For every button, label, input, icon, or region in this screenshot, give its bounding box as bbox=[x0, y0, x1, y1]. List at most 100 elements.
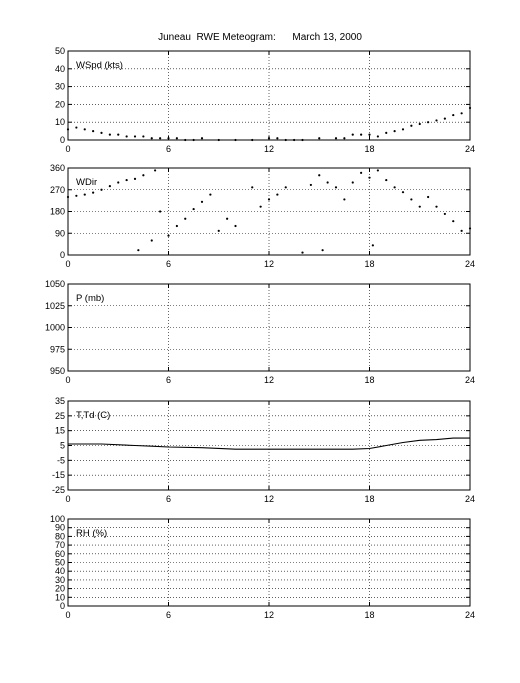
pressure-ytick-label: 1025 bbox=[45, 301, 65, 311]
temp-ytick-label: 25 bbox=[55, 411, 65, 421]
wspd-point bbox=[142, 135, 145, 138]
wdir-point bbox=[284, 186, 287, 189]
wdir-point bbox=[267, 198, 271, 201]
wspd-point bbox=[385, 131, 388, 134]
wspd-xtick-label: 12 bbox=[264, 144, 274, 154]
pressure-ytick-label: 975 bbox=[50, 344, 65, 354]
wdir-panel: 0 6 12 18 24 0 90 180 270 360 WDir bbox=[50, 163, 475, 269]
wspd-point bbox=[276, 137, 279, 140]
wspd-point bbox=[301, 138, 304, 142]
wspd-ytick-label: 10 bbox=[55, 117, 65, 127]
wdir-ytick-label: 0 bbox=[60, 250, 65, 260]
wspd-point bbox=[351, 133, 354, 136]
wdir-point bbox=[125, 178, 128, 182]
wspd-point bbox=[318, 137, 321, 140]
temp-panel-label: T,Td (C) bbox=[76, 410, 110, 421]
wspd-point bbox=[150, 137, 153, 140]
temp-panel: 0 6 12 18 24 -25 -15 -5 5 15 25 35 T,Td (C) bbox=[52, 396, 475, 504]
rh-xtick-label: 6 bbox=[166, 610, 171, 620]
wspd-point bbox=[401, 128, 405, 131]
wdir-xtick-label: 6 bbox=[166, 259, 171, 269]
wdir-point bbox=[385, 178, 388, 182]
rh-xtick-label: 24 bbox=[465, 610, 475, 620]
temp-xtick-label: 18 bbox=[364, 494, 374, 504]
temp-ytick-label: 15 bbox=[55, 426, 65, 436]
wdir-point bbox=[175, 224, 178, 228]
wdir-point bbox=[117, 181, 120, 184]
wspd-point bbox=[200, 137, 204, 140]
wspd-point bbox=[217, 138, 220, 142]
pressure-ytick-label: 1000 bbox=[45, 323, 65, 333]
rh-xtick-label: 0 bbox=[65, 610, 70, 620]
wspd-point bbox=[334, 137, 338, 140]
wspd-point bbox=[184, 138, 187, 142]
wdir-point bbox=[209, 193, 212, 196]
rh-ytick-label: 0 bbox=[60, 601, 65, 611]
wspd-xtick-label: 6 bbox=[166, 144, 171, 154]
rh-ytick-label: 20 bbox=[55, 584, 65, 594]
wspd-point bbox=[435, 119, 438, 122]
wdir-point bbox=[418, 205, 421, 208]
wdir-panel-label: WDir bbox=[76, 177, 97, 188]
pressure-panel-label: P (mb) bbox=[76, 293, 104, 304]
wspd-point bbox=[117, 133, 120, 136]
rh-ytick-label: 60 bbox=[55, 549, 65, 559]
wdir-point bbox=[251, 186, 254, 189]
wdir-point bbox=[200, 200, 204, 203]
rh-ytick-label: 90 bbox=[55, 523, 65, 533]
wspd-point bbox=[192, 138, 195, 142]
rh-ytick-label: 80 bbox=[55, 531, 65, 541]
wdir-point bbox=[259, 205, 262, 208]
wdir-point bbox=[142, 174, 145, 177]
temp-ytick-label: -25 bbox=[52, 485, 65, 495]
wspd-point bbox=[468, 106, 472, 110]
rh-ytick-label: 50 bbox=[55, 558, 65, 568]
wspd-point bbox=[284, 138, 287, 142]
rh-ytick-label: 10 bbox=[55, 592, 65, 602]
wdir-point bbox=[368, 176, 371, 179]
wdir-point bbox=[321, 249, 324, 252]
wdir-point bbox=[108, 185, 111, 188]
pressure-xtick-label: 12 bbox=[264, 375, 274, 385]
wspd-point bbox=[376, 135, 379, 138]
wspd-point bbox=[360, 133, 363, 136]
wspd-point bbox=[343, 137, 346, 140]
wdir-point bbox=[427, 195, 430, 199]
wspd-point bbox=[234, 138, 237, 142]
wspd-point bbox=[66, 128, 70, 131]
pressure-xtick-label: 24 bbox=[465, 375, 475, 385]
wdir-point bbox=[154, 169, 157, 172]
pressure-xtick-label: 6 bbox=[166, 375, 171, 385]
wdir-point bbox=[150, 239, 153, 242]
wspd-panel-label: WSpd (kts) bbox=[76, 60, 123, 71]
wspd-point bbox=[443, 117, 446, 120]
wspd-ytick-label: 30 bbox=[55, 82, 65, 92]
temp-ytick-label: -15 bbox=[52, 470, 65, 480]
rh-ytick-label: 40 bbox=[55, 566, 65, 576]
wspd-point bbox=[83, 128, 86, 131]
temp-xtick-label: 12 bbox=[264, 494, 274, 504]
wdir-point bbox=[351, 181, 354, 184]
rh-ytick-label: 70 bbox=[55, 540, 65, 550]
wdir-point bbox=[318, 174, 321, 177]
wdir-point bbox=[276, 193, 279, 196]
wdir-point bbox=[360, 171, 363, 174]
wspd-ytick-label: 20 bbox=[55, 99, 65, 109]
temp-ytick-label: -5 bbox=[57, 455, 65, 465]
wspd-point bbox=[175, 137, 178, 140]
wspd-point bbox=[167, 137, 170, 140]
wdir-point bbox=[468, 227, 472, 230]
wdir-point bbox=[334, 186, 338, 189]
wdir-point bbox=[401, 191, 405, 194]
wdir-point bbox=[83, 193, 86, 196]
temp-series-line bbox=[68, 437, 470, 450]
temp-xtick-label: 6 bbox=[166, 494, 171, 504]
wspd-point bbox=[100, 131, 103, 134]
wspd-ytick-label: 0 bbox=[60, 135, 65, 145]
wdir-point bbox=[66, 195, 70, 199]
wdir-ytick-label: 360 bbox=[50, 163, 65, 173]
wspd-point bbox=[410, 124, 413, 127]
wdir-point bbox=[167, 234, 170, 237]
